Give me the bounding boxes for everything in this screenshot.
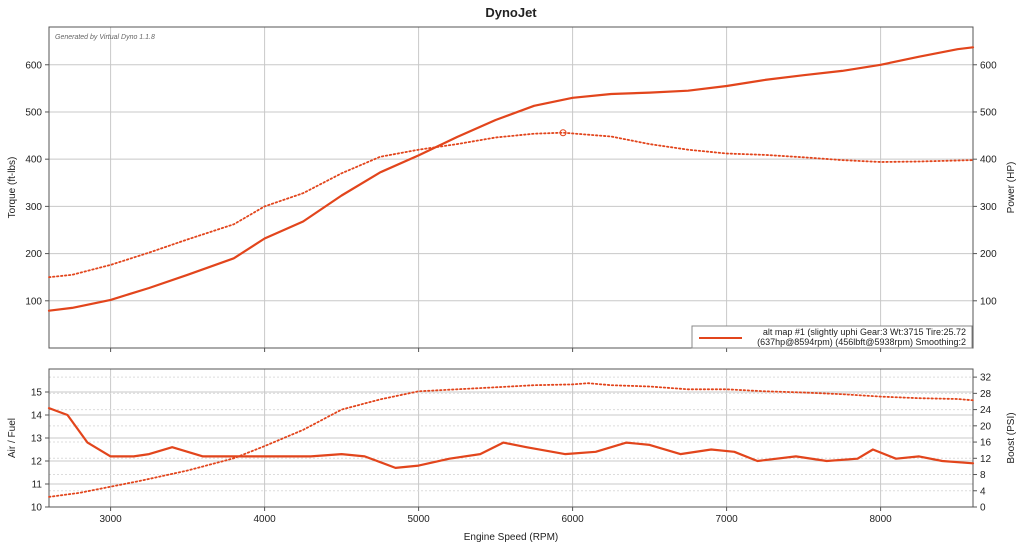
- legend-line-2: (637hp@8594rpm) (456lbft@5938rpm) Smooth…: [757, 337, 966, 347]
- y2-tick-label: 400: [980, 155, 997, 166]
- series-line-solid: [47, 407, 975, 469]
- y2-tick-label: 500: [980, 107, 997, 118]
- x-axis-title: Engine Speed (RPM): [464, 532, 559, 543]
- y-tick-label: 100: [25, 296, 42, 307]
- y2-tick-label: 20: [980, 421, 992, 432]
- y2-tick-label: 4: [980, 486, 986, 497]
- legend: alt map #1 (slightly uphi Gear:3 Wt:3715…: [691, 325, 973, 349]
- series-line-dotted: [48, 131, 974, 279]
- x-tick-label: 3000: [99, 514, 122, 525]
- y2-axis-title: Boost (PSI): [1006, 412, 1017, 463]
- torque-power-panel: 100 200 300 400 500 600 100 200 300 400 500 600 Torq…: [7, 26, 1017, 352]
- x-tick-label: 5000: [407, 514, 430, 525]
- y-tick-label: 13: [31, 434, 43, 445]
- y2-tick-label: 200: [980, 249, 997, 260]
- plot-frame: [48, 26, 974, 349]
- y-tick-label: 12: [31, 457, 43, 468]
- series-line-dotted: [48, 382, 974, 498]
- y2-tick-label: 100: [980, 296, 997, 307]
- watermark-text: Generated by Virtual Dyno 1.1.8: [55, 34, 155, 41]
- x-tick-label: 6000: [561, 514, 584, 525]
- legend-line-1: alt map #1 (slightly uphi Gear:3 Wt:3715…: [763, 327, 966, 337]
- x-tick-label: 8000: [869, 514, 892, 525]
- y-tick-label: 10: [31, 503, 43, 514]
- y-tick-label: 11: [32, 480, 43, 491]
- series-line-solid: [47, 46, 975, 312]
- afr-boost-panel: 10 11 12 13 14 15 0 4 8 12 16 20 24 28 32 3000 4000 5000 6…: [7, 368, 1017, 543]
- y-axis-title: Air / Fuel: [7, 418, 18, 458]
- y-tick-label: 400: [25, 155, 42, 166]
- y-tick-label: 300: [25, 202, 42, 213]
- y2-tick-label: 12: [980, 454, 992, 465]
- chart-title: DynoJet: [485, 5, 537, 20]
- y-tick-label: 200: [25, 249, 42, 260]
- y2-tick-label: 300: [980, 202, 997, 213]
- y2-tick-label: 8: [980, 470, 986, 481]
- y2-tick-label: 16: [980, 438, 992, 449]
- y2-tick-label: 32: [980, 373, 992, 384]
- x-tick-label: 7000: [715, 514, 738, 525]
- y-tick-label: 15: [31, 388, 43, 399]
- y-tick-label: 600: [25, 60, 42, 71]
- y2-tick-label: 0: [980, 503, 986, 514]
- legend-box: [691, 325, 973, 349]
- y2-tick-label: 28: [980, 389, 992, 400]
- y-axis-title: Torque (ft-lbs): [7, 157, 18, 219]
- y2-tick-label: 24: [980, 405, 992, 416]
- y2-axis-title: Power (HP): [1006, 162, 1017, 214]
- y-tick-label: 500: [25, 107, 42, 118]
- y2-tick-label: 600: [980, 60, 997, 71]
- x-tick-label: 4000: [253, 514, 276, 525]
- y-tick-label: 14: [31, 411, 43, 422]
- peak-torque-marker: [559, 129, 567, 137]
